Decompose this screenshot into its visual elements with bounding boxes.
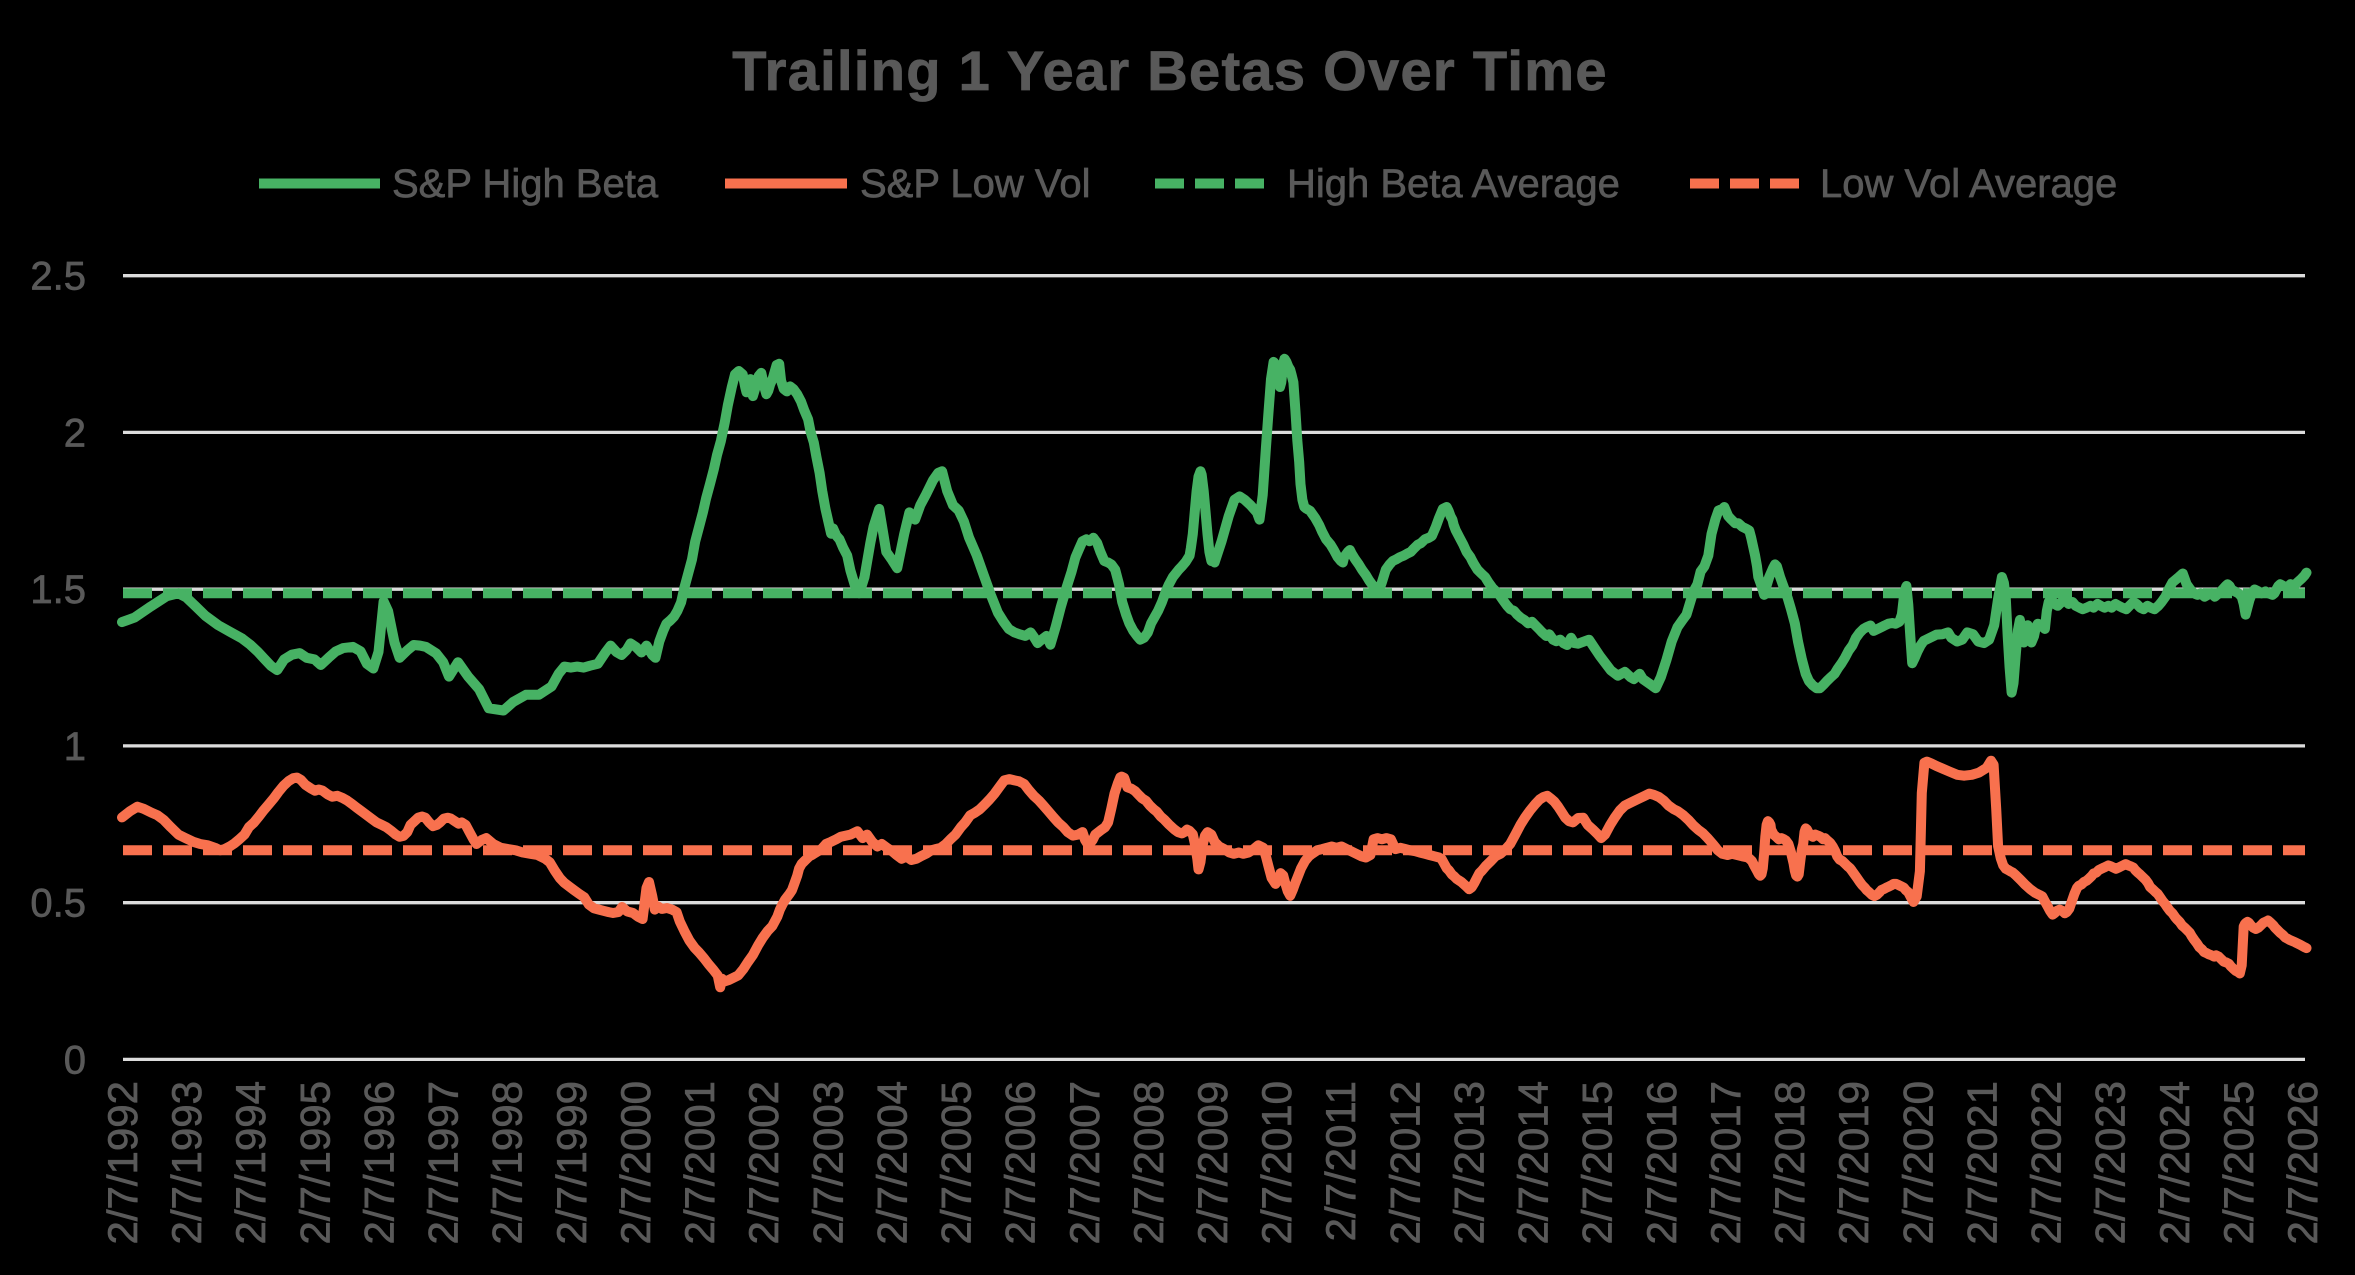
- svg-text:2/7/2004: 2/7/2004: [868, 1081, 915, 1245]
- svg-text:2/7/1998: 2/7/1998: [484, 1081, 531, 1245]
- svg-text:2/7/1996: 2/7/1996: [356, 1081, 403, 1245]
- svg-text:Low Vol Average: Low Vol Average: [1820, 162, 2117, 206]
- svg-text:1: 1: [64, 725, 86, 769]
- svg-text:2/7/2009: 2/7/2009: [1189, 1081, 1236, 1245]
- svg-text:2: 2: [64, 411, 86, 455]
- svg-text:2/7/1995: 2/7/1995: [291, 1081, 338, 1245]
- svg-text:2/7/2018: 2/7/2018: [1766, 1081, 1813, 1245]
- svg-text:2/7/2015: 2/7/2015: [1574, 1081, 1621, 1245]
- svg-text:0.5: 0.5: [30, 882, 86, 926]
- svg-text:0: 0: [64, 1038, 86, 1082]
- svg-text:2/7/1999: 2/7/1999: [548, 1081, 595, 1245]
- svg-text:2/7/2013: 2/7/2013: [1446, 1081, 1493, 1245]
- svg-text:2/7/1997: 2/7/1997: [420, 1081, 467, 1245]
- svg-text:2/7/2002: 2/7/2002: [740, 1081, 787, 1245]
- svg-text:2/7/1994: 2/7/1994: [227, 1081, 274, 1245]
- svg-text:2/7/2010: 2/7/2010: [1253, 1081, 1300, 1245]
- svg-text:2/7/2001: 2/7/2001: [676, 1081, 723, 1245]
- svg-text:2/7/2021: 2/7/2021: [1958, 1081, 2005, 1245]
- svg-text:2/7/2006: 2/7/2006: [997, 1081, 1044, 1245]
- svg-text:2/7/2022: 2/7/2022: [2023, 1081, 2070, 1245]
- svg-text:S&P High Beta: S&P High Beta: [392, 162, 659, 206]
- svg-text:2/7/2019: 2/7/2019: [1830, 1081, 1877, 1245]
- svg-text:Trailing 1 Year Betas Over Tim: Trailing 1 Year Betas Over Time: [732, 39, 1608, 102]
- svg-text:2/7/2017: 2/7/2017: [1702, 1081, 1749, 1245]
- svg-text:2/7/2003: 2/7/2003: [804, 1081, 851, 1245]
- svg-text:2/7/2007: 2/7/2007: [1061, 1081, 1108, 1245]
- svg-text:1.5: 1.5: [30, 568, 86, 612]
- svg-text:2/7/2000: 2/7/2000: [612, 1081, 659, 1245]
- svg-text:2/7/2020: 2/7/2020: [1894, 1081, 1941, 1245]
- svg-text:2/7/2023: 2/7/2023: [2087, 1081, 2134, 1245]
- svg-text:2/7/2005: 2/7/2005: [933, 1081, 980, 1245]
- svg-text:2/7/2012: 2/7/2012: [1381, 1081, 1428, 1245]
- svg-text:S&P Low Vol: S&P Low Vol: [860, 162, 1091, 206]
- svg-text:2/7/2011: 2/7/2011: [1317, 1081, 1364, 1241]
- svg-text:2/7/2008: 2/7/2008: [1125, 1081, 1172, 1245]
- svg-text:2/7/2024: 2/7/2024: [2151, 1081, 2198, 1245]
- svg-text:High Beta Average: High Beta Average: [1287, 162, 1620, 206]
- svg-text:2/7/2014: 2/7/2014: [1510, 1081, 1557, 1245]
- svg-text:2.5: 2.5: [30, 255, 86, 299]
- svg-text:2/7/1992: 2/7/1992: [99, 1081, 146, 1245]
- svg-text:2/7/2025: 2/7/2025: [2215, 1081, 2262, 1245]
- svg-text:2/7/1993: 2/7/1993: [163, 1081, 210, 1245]
- svg-text:2/7/2026: 2/7/2026: [2279, 1081, 2326, 1245]
- svg-text:2/7/2016: 2/7/2016: [1638, 1081, 1685, 1245]
